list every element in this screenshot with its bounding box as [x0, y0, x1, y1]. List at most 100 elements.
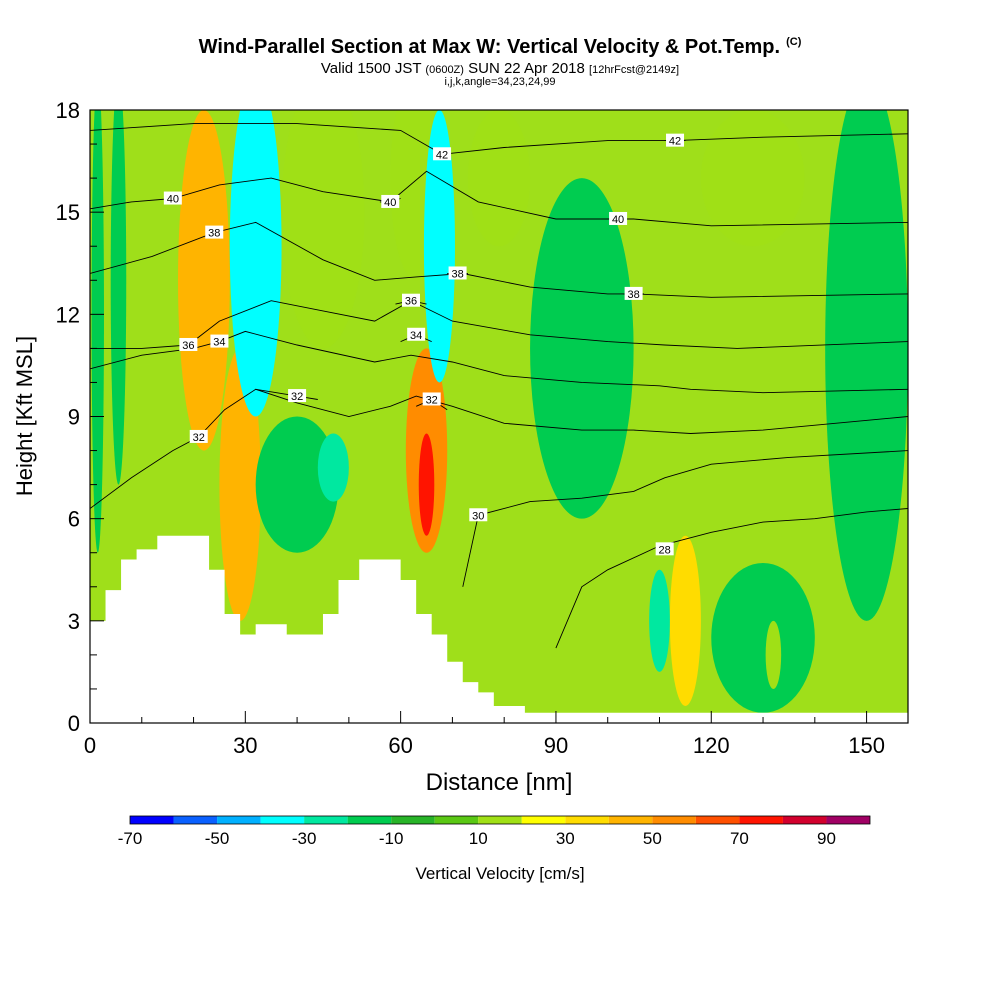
colorbar-swatch: [347, 816, 392, 824]
contour-label-text: 42: [436, 149, 448, 161]
x-tick-label: 30: [233, 733, 257, 758]
contour-label-32: 32: [288, 389, 307, 403]
colorbar-swatch: [260, 816, 305, 824]
colorbar-swatch: [739, 816, 783, 824]
contour-label-36: 36: [401, 293, 420, 308]
colorbar-label: Vertical Velocity [cm/s]: [415, 864, 585, 883]
velocity-cell: [91, 110, 104, 553]
y-tick-label: 0: [68, 711, 80, 736]
contour-label-34: 34: [210, 334, 229, 349]
velocity-cell: [110, 110, 127, 485]
terrain-layer: [90, 535, 908, 723]
colorbar-swatch: [217, 816, 261, 824]
colorbar-swatch: [782, 816, 827, 824]
contour-label-30: 30: [469, 508, 488, 522]
colorbar-swatch: [173, 816, 218, 824]
chart-indices: i,j,k,angle=34,23,24,99: [444, 76, 556, 88]
contour-label-text: 30: [472, 510, 484, 522]
x-tick-label: 150: [848, 733, 885, 758]
colorbar-tick-label: 90: [817, 829, 836, 848]
contour-label-text: 32: [426, 394, 438, 406]
theta-contour-32: [255, 388, 318, 400]
theta-contour-34: [90, 330, 908, 394]
contour-label-text: 36: [182, 340, 194, 352]
contour-label-text: 42: [669, 136, 681, 148]
contour-label-text: 40: [612, 214, 624, 226]
colorbar-tick-label: -10: [379, 829, 404, 848]
colorbar-swatch: [826, 816, 870, 824]
contour-label-text: 28: [659, 544, 671, 556]
contour-label-text: 36: [405, 296, 417, 308]
contour-label-32: 32: [422, 392, 441, 406]
velocity-cell: [255, 416, 339, 553]
velocity-cell: [281, 110, 365, 349]
colorbar-swatch: [130, 816, 174, 824]
y-axis: 0 3 6 9 12 15 18: [56, 98, 104, 736]
colorbar-swatch: [695, 816, 740, 824]
chart-subtitle: Valid 1500 JST (0600Z) SUN 22 Apr 2018 […: [320, 60, 680, 77]
contour-label-40: 40: [381, 194, 400, 209]
x-tick-label: 60: [388, 733, 412, 758]
contour-label-28: 28: [655, 542, 674, 556]
colorbar-swatch: [608, 816, 653, 824]
contour-label-38: 38: [624, 286, 643, 301]
x-tick-label: 90: [544, 733, 568, 758]
y-axis-label: Height [Kft MSL]: [12, 336, 37, 496]
colorbar-swatch: [391, 816, 435, 824]
contour-label-text: 32: [291, 391, 303, 403]
contour-label-text: 38: [627, 289, 639, 301]
velocity-cell: [669, 535, 701, 706]
contour-label-42: 42: [433, 147, 452, 161]
contour-labels: 28 30 32 32 32 34 34 36 36 38 38 38 40 40 40 42 42: [163, 133, 685, 556]
colorbar-tick-label: -30: [292, 829, 317, 848]
y-tick-label: 12: [56, 302, 80, 327]
velocity-cell: [765, 620, 782, 689]
y-tick-label: 15: [56, 200, 80, 225]
colorbar-swatch: [434, 816, 479, 824]
contour-label-text: 38: [208, 228, 220, 240]
x-axis: 0 30 60 90 120 150: [84, 711, 885, 758]
colorbar-frame: [129, 815, 871, 825]
colorbar-swatch: [478, 816, 522, 824]
colorbar-tick-label: 50: [643, 829, 662, 848]
colorbar-tick-label: 70: [730, 829, 749, 848]
contour-label-42: 42: [666, 133, 685, 148]
chart-title: Wind-Parallel Section at Max W: Vertical…: [198, 36, 802, 58]
theta-contour-42: [90, 123, 908, 155]
velocity-cell: [317, 433, 349, 502]
velocity-cell: [178, 110, 230, 451]
contour-label-text: 40: [384, 197, 396, 209]
theta-contour-30: [462, 450, 908, 587]
velocity-cell: [219, 348, 261, 621]
copyright-mark: (C): [786, 36, 802, 49]
velocity-cell: [700, 110, 805, 247]
contour-label-34: 34: [407, 327, 426, 342]
colorbar-tick-label: -70: [118, 829, 143, 848]
velocity-cell: [467, 110, 531, 247]
contour-label-36: 36: [179, 337, 198, 352]
y-tick-label: 9: [68, 405, 80, 430]
x-tick-label: 120: [693, 733, 730, 758]
contour-label-40: 40: [163, 191, 182, 206]
colorbar-tick-label: 10: [469, 829, 488, 848]
contour-label-40: 40: [609, 211, 628, 226]
colorbar-swatch: [304, 816, 348, 824]
velocity-cell: [825, 110, 908, 621]
y-tick-label: 6: [68, 507, 80, 532]
velocity-cell: [530, 178, 634, 519]
contour-label-text: 38: [451, 268, 463, 280]
velocity-cell: [423, 110, 455, 383]
theta-contour-28: [555, 508, 908, 649]
contour-label-32: 32: [189, 429, 208, 444]
velocity-cell: [229, 110, 282, 417]
colorbar-swatch: [565, 816, 609, 824]
contour-label-text: 34: [410, 330, 422, 342]
colorbar-swatch: [652, 816, 696, 824]
colorbar-tick-label: -50: [205, 829, 230, 848]
velocity-cell: [418, 433, 435, 536]
x-axis-label: Distance [nm]: [426, 769, 573, 796]
terrain-mask: [90, 535, 908, 723]
y-tick-label: 18: [56, 98, 80, 123]
